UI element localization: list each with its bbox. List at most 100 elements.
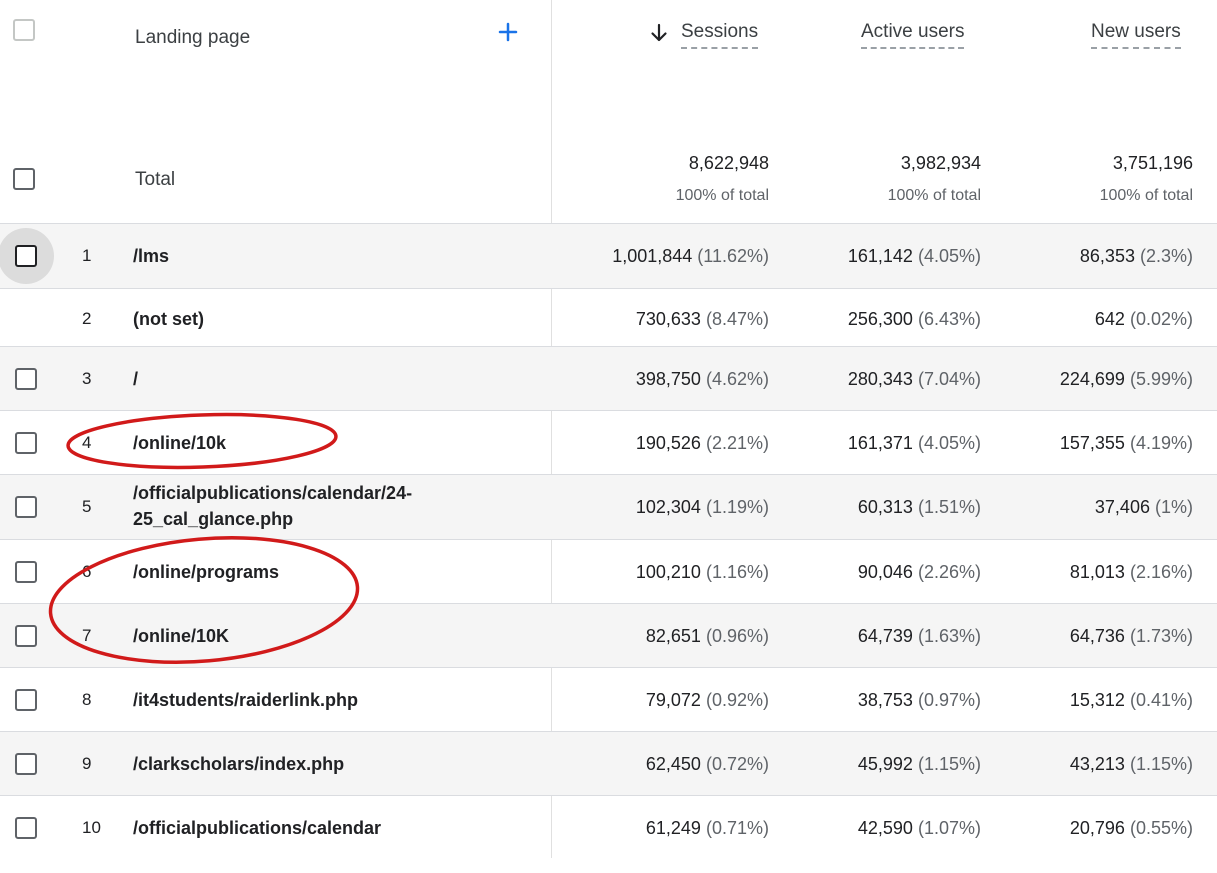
active-users-pct: (0.97%) [917, 690, 981, 710]
sessions-pct: (0.71%) [705, 818, 769, 838]
total-sessions: 8,622,948 [688, 153, 769, 173]
active-users-cell: 64,739 (1.63%) [771, 626, 981, 647]
new-users-cell: 64,736 (1.73%) [983, 626, 1193, 647]
table-row[interactable]: 8 /it4students/raiderlink.php 79,072 (0.… [0, 667, 1217, 731]
sessions-value: 102,304 [635, 497, 701, 517]
new-users-value: 20,796 [1069, 818, 1125, 838]
active-users-value: 280,343 [847, 369, 913, 389]
new-users-pct: (2.3%) [1139, 246, 1193, 266]
table-row[interactable]: 3 / 398,750 (4.62%) 280,343 (7.04%) 224,… [0, 346, 1217, 410]
row-rank: 7 [82, 626, 92, 645]
new-users-value: 37,406 [1094, 497, 1150, 517]
active-users-value: 42,590 [857, 818, 913, 838]
new-users-value: 43,213 [1069, 754, 1125, 774]
new-users-pct: (0.41%) [1129, 690, 1193, 710]
active-users-value: 45,992 [857, 754, 913, 774]
active-users-cell: 90,046 (2.26%) [771, 562, 981, 583]
row-rank: 5 [82, 497, 92, 516]
active-users-value: 38,753 [857, 690, 913, 710]
row-checkbox[interactable] [15, 496, 37, 518]
new-users-pct: (0.02%) [1129, 309, 1193, 329]
new-users-pct: (1%) [1154, 497, 1193, 517]
new-users-cell: 15,312 (0.41%) [983, 690, 1193, 711]
new-users-value: 15,312 [1069, 690, 1125, 710]
table-row[interactable]: 6 /online/programs 100,210 (1.16%) 90,04… [0, 539, 1217, 603]
table-row[interactable]: 2 (not set) 730,633 (8.47%) 256,300 (6.4… [0, 288, 1217, 346]
active-users-cell: 280,343 (7.04%) [771, 369, 981, 390]
active-users-pct: (7.04%) [917, 369, 981, 389]
new-users-cell: 157,355 (4.19%) [983, 433, 1193, 454]
active-users-pct: (4.05%) [917, 433, 981, 453]
table-row[interactable]: 9 /clarkscholars/index.php 62,450 (0.72%… [0, 731, 1217, 795]
new-users-value: 86,353 [1079, 246, 1135, 266]
sessions-pct: (4.62%) [705, 369, 769, 389]
sessions-cell: 100,210 (1.16%) [559, 562, 769, 583]
row-checkbox[interactable] [15, 368, 37, 390]
row-rank: 9 [82, 754, 92, 773]
landing-page-line-2: 25_cal_glance.php [133, 509, 294, 529]
sessions-pct: (8.47%) [705, 309, 769, 329]
row-checkbox[interactable] [15, 561, 37, 583]
active-users-value: 60,313 [857, 497, 913, 517]
row-rank: 1 [82, 246, 92, 265]
sessions-pct: (0.72%) [705, 754, 769, 774]
row-checkbox[interactable] [15, 753, 37, 775]
new-users-cell: 20,796 (0.55%) [983, 818, 1193, 839]
sessions-value: 62,450 [645, 754, 701, 774]
active-users-cell: 161,142 (4.05%) [771, 246, 981, 267]
active-users-header[interactable]: Active users [861, 21, 965, 49]
active-users-cell: 42,590 (1.07%) [771, 818, 981, 839]
new-users-cell: 37,406 (1%) [983, 497, 1193, 518]
row-checkbox[interactable] [15, 245, 37, 267]
column-divider [551, 0, 552, 858]
total-new-users-pct: 100% of total [1099, 187, 1193, 204]
active-users-pct: (2.26%) [917, 562, 981, 582]
landing-page-value: /officialpublications/calendar/24- 25_ca… [133, 480, 412, 532]
new-users-cell: 224,699 (5.99%) [983, 369, 1193, 390]
plus-icon[interactable] [496, 20, 520, 44]
new-users-pct: (0.55%) [1129, 818, 1193, 838]
table-row[interactable]: 4 /online/10k 190,526 (2.21%) 161,371 (4… [0, 410, 1217, 474]
sessions-header[interactable]: Sessions [681, 21, 759, 49]
sessions-cell: 730,633 (8.47%) [559, 309, 769, 330]
new-users-pct: (1.15%) [1129, 754, 1193, 774]
total-active-users: 3,982,934 [900, 153, 981, 173]
row-checkbox[interactable] [15, 817, 37, 839]
landing-page-value: /lms [133, 246, 170, 266]
sessions-pct: (11.62%) [697, 246, 769, 266]
active-users-value: 256,300 [847, 309, 913, 329]
active-users-pct: (1.07%) [917, 818, 981, 838]
total-sessions-pct: 100% of total [675, 187, 769, 204]
new-users-pct: (4.19%) [1129, 433, 1193, 453]
row-rank: 3 [82, 369, 92, 388]
active-users-cell: 38,753 (0.97%) [771, 690, 981, 711]
sessions-pct: (0.96%) [705, 626, 769, 646]
table-row[interactable]: 5 /officialpublications/calendar/24- 25_… [0, 474, 1217, 539]
select-all-checkbox[interactable] [13, 19, 35, 41]
total-active-users-pct: 100% of total [887, 187, 981, 204]
row-checkbox[interactable] [15, 625, 37, 647]
sessions-value: 100,210 [635, 562, 701, 582]
sessions-cell: 61,249 (0.71%) [559, 818, 769, 839]
table-row[interactable]: 1 /lms 1,001,844 (11.62%) 161,142 (4.05%… [0, 223, 1217, 288]
table-row[interactable]: 7 /online/10K 82,651 (0.96%) 64,739 (1.6… [0, 603, 1217, 667]
landing-page-value: / [133, 369, 139, 389]
active-users-cell: 60,313 (1.51%) [771, 497, 981, 518]
sessions-value: 82,651 [645, 626, 701, 646]
sessions-cell: 102,304 (1.19%) [559, 497, 769, 518]
table-row[interactable]: 10 /officialpublications/calendar 61,249… [0, 795, 1217, 858]
sessions-value: 79,072 [645, 690, 701, 710]
sessions-value: 61,249 [645, 818, 701, 838]
landing-page-header[interactable]: Landing page [135, 27, 251, 48]
total-checkbox[interactable] [13, 168, 35, 190]
total-new-users: 3,751,196 [1112, 153, 1193, 173]
new-users-header[interactable]: New users [1091, 21, 1181, 49]
new-users-cell: 81,013 (2.16%) [983, 562, 1193, 583]
row-checkbox[interactable] [15, 689, 37, 711]
row-rank: 6 [82, 562, 92, 581]
landing-page-line-1: /officialpublications/calendar/24- [133, 483, 413, 503]
row-checkbox[interactable] [15, 432, 37, 454]
landing-page-value: /online/10K [133, 626, 230, 646]
landing-page-value: /clarkscholars/index.php [133, 754, 345, 774]
active-users-pct: (1.63%) [917, 626, 981, 646]
